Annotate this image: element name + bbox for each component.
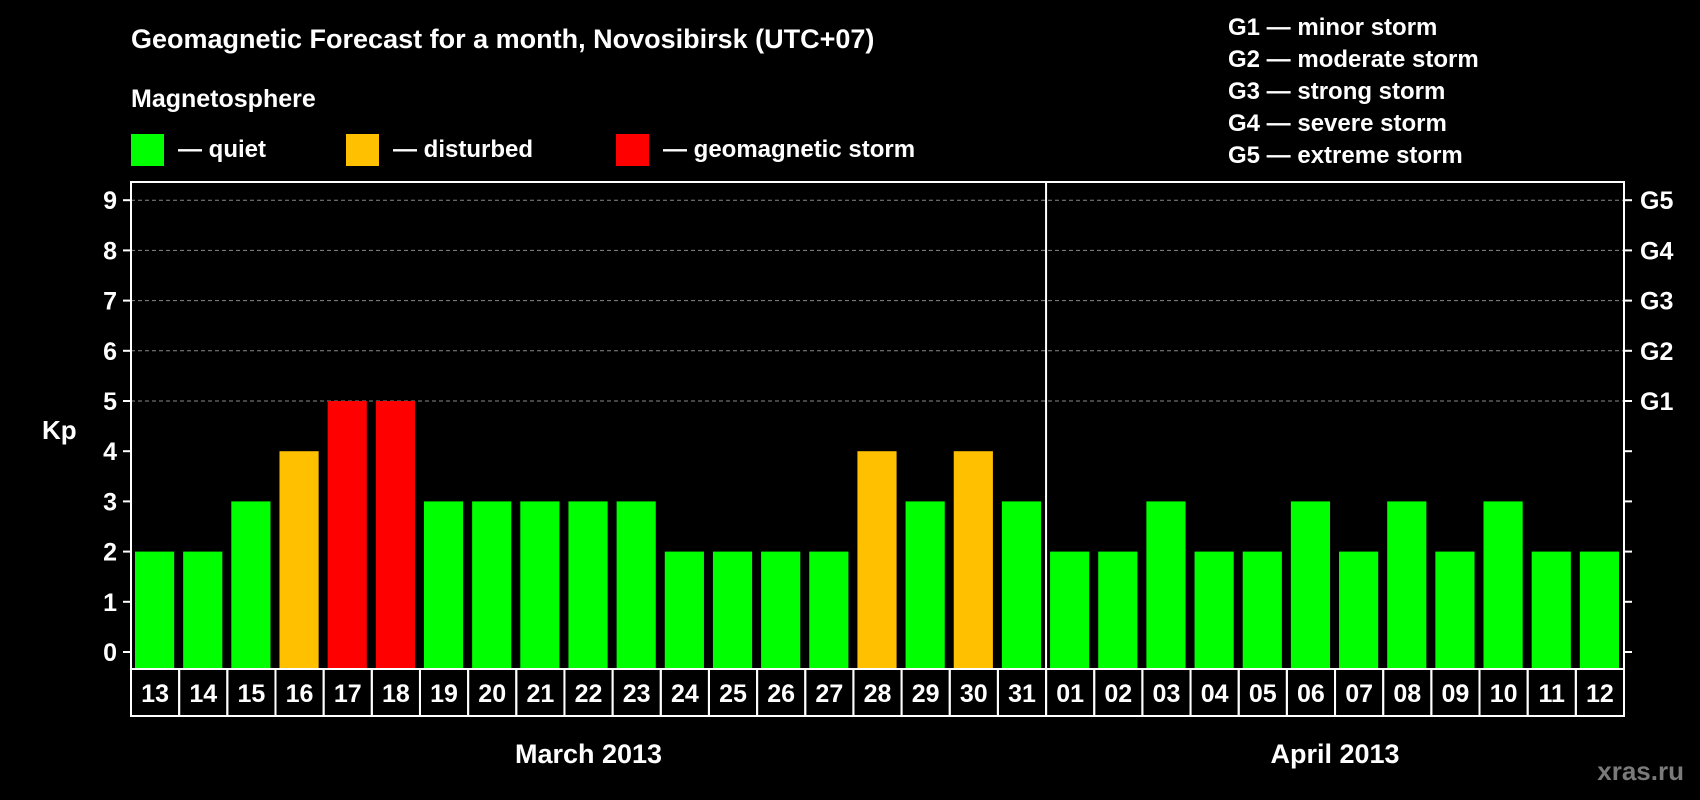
x-tick-label: 25: [719, 680, 747, 708]
right-tick-label: G5: [1640, 187, 1673, 215]
right-tick-label: G1: [1640, 388, 1673, 416]
x-tick-label: 07: [1345, 680, 1373, 708]
bar-15: [231, 501, 271, 669]
chart-title: Geomagnetic Forecast for a month, Novosi…: [131, 24, 875, 54]
x-tick-label: 23: [623, 680, 651, 708]
legend-title: Magnetosphere: [131, 85, 316, 113]
bar-28: [857, 451, 897, 669]
x-tick-label: 24: [671, 680, 699, 708]
bar-30: [953, 451, 993, 669]
x-tick-label: 09: [1442, 680, 1470, 708]
x-tick-label: 03: [1153, 680, 1181, 708]
x-tick-label: 05: [1249, 680, 1277, 708]
bar-18: [375, 401, 415, 669]
y-tick-label: 5: [103, 388, 117, 416]
watermark: xras.ru: [1597, 756, 1684, 786]
bar-10: [1483, 501, 1523, 669]
x-tick-label: 14: [189, 680, 217, 708]
legend-label: — disturbed: [393, 136, 534, 163]
storm-scale-g5: G5 — extreme storm: [1228, 142, 1463, 169]
y-tick-label: 3: [103, 488, 117, 516]
bar-01: [1050, 551, 1090, 669]
bar-24: [664, 551, 704, 669]
bar-16: [279, 451, 319, 669]
storm-scale-g1: G1 — minor storm: [1228, 14, 1438, 41]
storm-scale-g4: G4 — severe storm: [1228, 110, 1447, 137]
x-tick-label: 31: [1008, 680, 1036, 708]
plot-frame: [130, 181, 1625, 670]
right-tick-label: G2: [1640, 338, 1673, 366]
storm-scale-g2: G2 — moderate storm: [1228, 46, 1479, 73]
x-tick-label: 04: [1201, 680, 1229, 708]
legend-label: — quiet: [178, 136, 266, 163]
y-tick-label: 0: [103, 639, 117, 667]
x-tick-label: 19: [430, 680, 458, 708]
right-tick-label: G3: [1640, 288, 1673, 316]
x-tick-label: 20: [478, 680, 506, 708]
bar-13: [135, 551, 175, 669]
legend-disturbed: — disturbed: [346, 134, 533, 166]
y-tick-label: 1: [103, 589, 117, 617]
x-tick-label: 13: [141, 680, 169, 708]
bar-11: [1531, 551, 1571, 669]
bar-19: [423, 501, 464, 669]
x-tick-label: 21: [526, 680, 554, 708]
bar-31: [1001, 501, 1042, 669]
y-tick-label: 7: [103, 288, 117, 316]
bar-12: [1579, 551, 1619, 669]
legend-storm: — geomagnetic storm: [616, 134, 915, 166]
bar-26: [761, 551, 801, 669]
x-tick-label: 18: [382, 680, 410, 708]
x-tick-label: 01: [1056, 680, 1084, 708]
x-tick-label: 30: [960, 680, 988, 708]
bar-08: [1387, 501, 1427, 669]
x-tick-label: 15: [237, 680, 265, 708]
y-tick-label: 9: [103, 187, 117, 215]
x-tick-label: 02: [1104, 680, 1132, 708]
y-tick-label: 2: [103, 539, 117, 567]
month-label: March 2013: [515, 739, 662, 769]
y-axis-label: Kp: [42, 415, 77, 445]
bar-14: [183, 551, 223, 669]
bar-07: [1339, 551, 1379, 669]
x-tick-label: 17: [334, 680, 362, 708]
legend-label: — geomagnetic storm: [663, 136, 916, 163]
x-tick-label: 26: [767, 680, 795, 708]
x-tick-label: 11: [1539, 680, 1566, 708]
y-tick-label: 8: [103, 237, 117, 265]
bar-02: [1098, 551, 1138, 669]
month-label: April 2013: [1270, 739, 1399, 769]
x-tick-label: 08: [1393, 680, 1421, 708]
bar-27: [809, 551, 849, 669]
bar-03: [1146, 501, 1186, 669]
bar-22: [568, 501, 608, 669]
x-tick-label: 10: [1490, 680, 1518, 708]
bar-23: [616, 501, 656, 669]
x-tick-label: 28: [864, 680, 892, 708]
legend-swatch-disturbed: [346, 134, 379, 166]
y-tick-label: 4: [103, 438, 117, 466]
bar-21: [520, 501, 560, 669]
x-tick-label: 27: [815, 680, 843, 708]
x-tick-label: 16: [286, 680, 314, 708]
bar-17: [327, 401, 367, 669]
right-tick-label: G4: [1640, 237, 1673, 265]
bar-04: [1194, 551, 1234, 669]
x-tick-label: 22: [575, 680, 603, 708]
x-tick-label: 29: [912, 680, 940, 708]
y-tick-label: 6: [103, 338, 117, 366]
bar-06: [1290, 501, 1331, 669]
legend-quiet: — quiet: [131, 134, 266, 166]
bar-05: [1242, 551, 1282, 669]
legend-swatch-quiet: [131, 134, 164, 166]
bar-09: [1435, 551, 1475, 669]
bar-20: [472, 501, 512, 669]
x-tick-label: 06: [1297, 680, 1325, 708]
x-tick-label: 12: [1586, 680, 1614, 708]
bar-25: [712, 551, 753, 669]
bar-29: [905, 501, 945, 669]
legend-swatch-storm: [616, 134, 649, 166]
storm-scale-g3: G3 — strong storm: [1228, 78, 1446, 105]
